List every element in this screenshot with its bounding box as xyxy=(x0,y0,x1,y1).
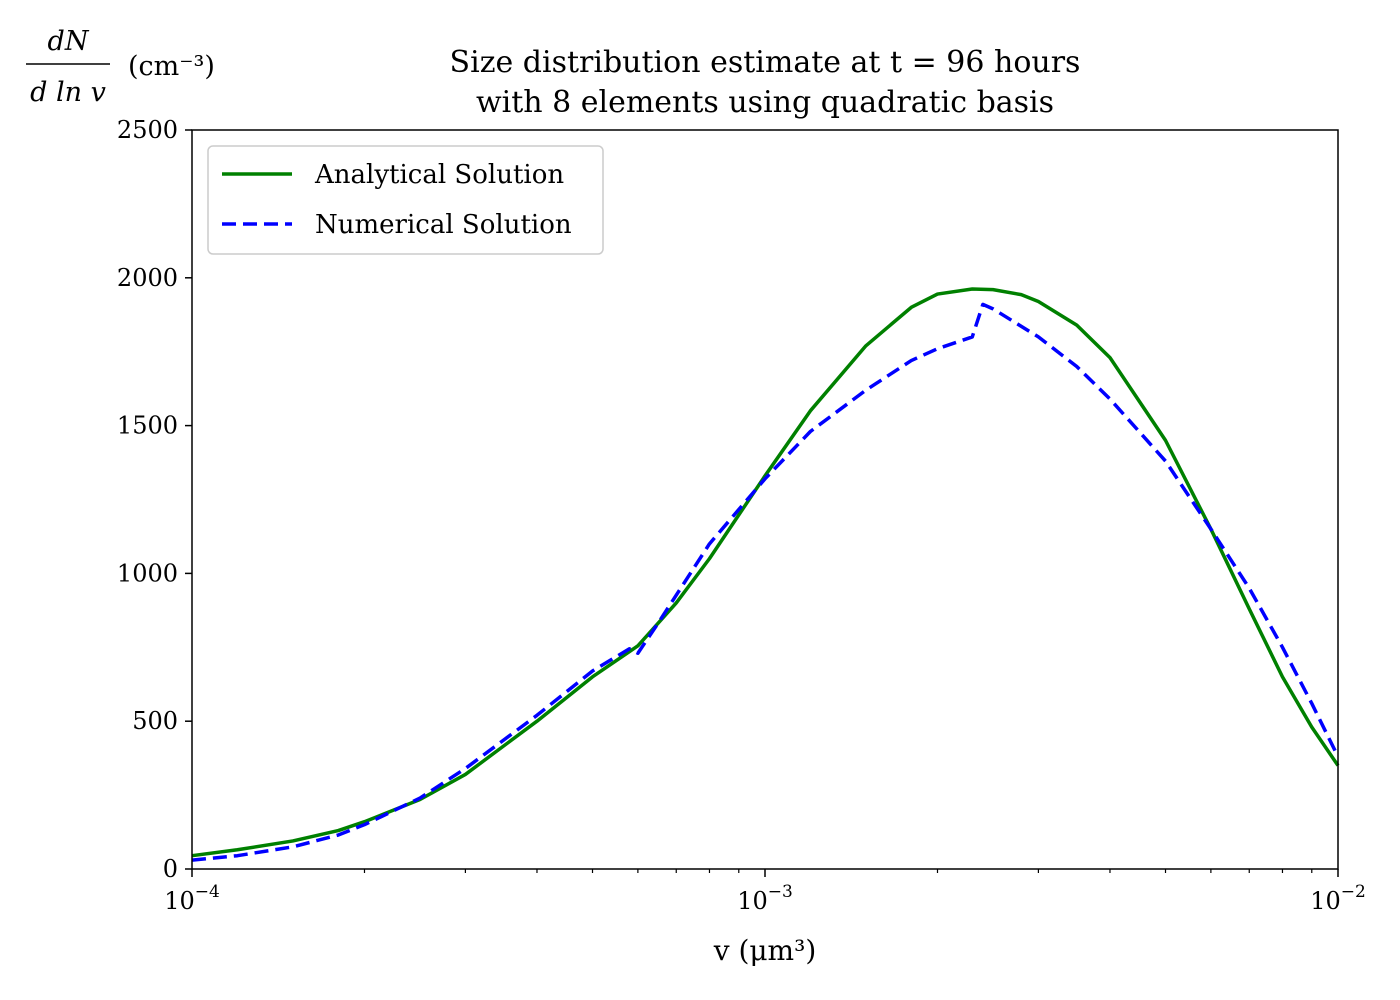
chart-title-line-1: Size distribution estimate at t = 96 hou… xyxy=(450,45,1081,80)
legend-label-numerical: Numerical Solution xyxy=(315,210,572,240)
y-tick-label: 2000 xyxy=(117,264,178,292)
y-axis-label-denominator: d ln v xyxy=(30,77,106,108)
x-axis-ticks: 10−4 10−3 10−2 xyxy=(164,869,1366,915)
y-tick-label: 500 xyxy=(132,707,178,735)
y-tick-label: 0 xyxy=(163,855,178,883)
chart-title-line-2: with 8 elements using quadratic basis xyxy=(476,85,1054,120)
series-layer xyxy=(191,287,1340,862)
x-axis-label: v (μm³) xyxy=(713,934,817,967)
y-axis-ticks: 0 500 1000 1500 2000 2500 xyxy=(117,116,192,883)
x-tick-label: 10−4 xyxy=(164,882,220,915)
y-axis-label-unit: (cm⁻³) xyxy=(128,51,215,82)
legend-label-analytical: Analytical Solution xyxy=(314,160,564,190)
y-tick-label: 1500 xyxy=(117,412,178,440)
legend: Analytical Solution Numerical Solution xyxy=(207,145,604,255)
series-line-numerical xyxy=(191,302,1340,862)
y-tick-label: 1000 xyxy=(117,559,178,587)
legend-box xyxy=(207,145,604,255)
y-axis-label-numerator: dN xyxy=(48,26,90,57)
x-tick-label: 10−3 xyxy=(737,882,793,915)
y-axis-label: dN d ln v (cm⁻³) xyxy=(26,26,215,108)
y-tick-label: 2500 xyxy=(117,116,178,144)
series-line-analytical xyxy=(191,287,1340,858)
x-tick-label: 10−2 xyxy=(1310,882,1366,915)
